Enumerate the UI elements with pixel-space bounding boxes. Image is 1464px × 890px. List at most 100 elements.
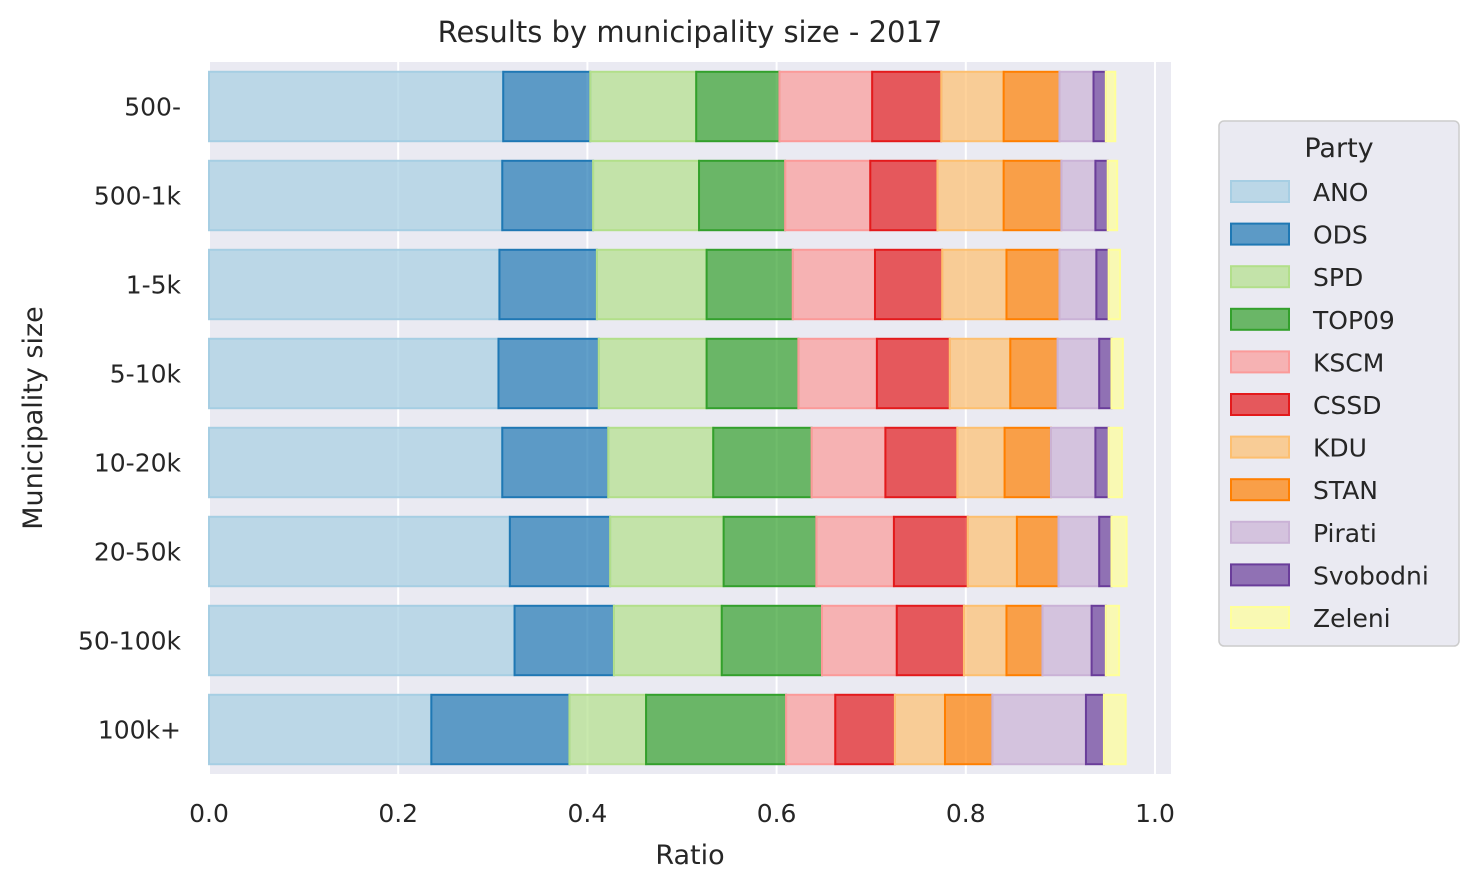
bar-segment-svobodni [1098, 337, 1113, 410]
legend-swatch [1230, 180, 1290, 203]
bar-segment-zeleni [1110, 515, 1128, 588]
bar-segment-stan [1005, 248, 1061, 321]
bar-segment-ods [513, 604, 615, 677]
bar-segment-ods [430, 693, 571, 766]
bar-segment-top09 [698, 159, 787, 232]
bar-segment-kdu [893, 693, 946, 766]
bar-segment-ano [208, 515, 511, 588]
bar-segment-cssd [871, 70, 943, 143]
bar-segment-pirati [1058, 70, 1095, 143]
bar-segment-ods [501, 426, 610, 499]
legend-swatch [1230, 222, 1290, 246]
y-tick-label: 1-5k [126, 271, 182, 300]
bar-segment-kscm [784, 159, 872, 232]
legend-swatch [1230, 393, 1290, 416]
bar-segment-ano [208, 426, 504, 499]
bar-segment-spd [609, 515, 725, 588]
bar-segment-cssd [834, 693, 896, 766]
x-tick-label: 1.0 [1135, 799, 1175, 828]
bar-segment-zeleni [1104, 604, 1121, 677]
y-tick-label: 50-100k [78, 627, 182, 656]
y-tick-labels: 500- 500-1k 1-5k 5-10k 10-20k 20-50k 50-100k 10… [78, 93, 182, 745]
y-tick-label: 100k+ [98, 716, 181, 745]
bar-segment-ods [508, 515, 612, 588]
bar-segment-zeleni [1110, 337, 1124, 410]
bar-segment-pirati [1057, 515, 1101, 588]
bar-segment-ano [208, 248, 501, 321]
bar-segment-ano [208, 604, 516, 677]
legend-swatch [1230, 265, 1290, 289]
bar-segment-spd [612, 604, 723, 677]
bar-segment-stan [943, 693, 994, 766]
legend-label: STAN [1313, 476, 1378, 505]
bar-segment-kdu [956, 426, 1006, 499]
legend-label: KDU [1313, 434, 1367, 463]
bar-segment-zeleni [1104, 70, 1117, 143]
legend-label: SPD [1313, 263, 1363, 292]
legend: Party ANO ODS SPD TOP09 KSCM CSSD KDU STAN Pirat… [1218, 120, 1460, 647]
bar-segment-top09 [720, 604, 824, 677]
x-axis-label: Ratio [655, 840, 724, 871]
chart-title: Results by municipality size - 2017 [438, 15, 943, 49]
y-tick-label: 5-10k [110, 360, 182, 389]
legend-swatch [1230, 520, 1290, 544]
bar-segment-zeleni [1106, 159, 1119, 232]
bar-segment-top09 [722, 515, 818, 588]
y-tick-label: 20-50k [94, 538, 182, 567]
bar-segment-kscm [785, 693, 837, 766]
bar-segment-svobodni [1095, 248, 1110, 321]
x-tick-label: 0.4 [568, 799, 608, 828]
y-tick-label: 500- [124, 93, 181, 122]
bar-segment-spd [592, 159, 701, 232]
y-axis-label: Municipality size [18, 306, 49, 530]
bars [208, 70, 1128, 766]
bar-segment-svobodni [1094, 159, 1109, 232]
bar-segment-ods [501, 159, 595, 232]
legend-swatch [1230, 563, 1290, 587]
x-tick-label: 0.2 [378, 799, 418, 828]
x-tick-label: 0.0 [189, 799, 229, 828]
bar-segment-kscm [778, 70, 874, 143]
bar-segment-ano [208, 70, 505, 143]
legend-swatch [1230, 350, 1290, 374]
bar-segment-kdu [940, 70, 1005, 143]
legend-swatch [1230, 307, 1290, 331]
legend-swatch [1230, 606, 1290, 629]
bar-segment-spd [597, 337, 708, 410]
bar-segment-stan [1003, 426, 1052, 499]
bar-segment-cssd [873, 248, 944, 321]
bar-segment-top09 [705, 337, 800, 410]
bar-segment-pirati [1049, 426, 1097, 499]
bar-segment-kdu [936, 159, 1005, 232]
bar-segment-top09 [695, 70, 781, 143]
bar-segment-svobodni [1098, 515, 1113, 588]
bar-segment-pirati [1056, 337, 1101, 410]
bar-segment-spd [595, 248, 708, 321]
legend-label: ODS [1313, 221, 1368, 250]
bar-segment-cssd [869, 159, 939, 232]
bar-segment-kscm [810, 426, 887, 499]
bar-segment-kdu [948, 337, 1012, 410]
legend-swatch [1230, 478, 1290, 502]
bar-segment-ano [208, 159, 504, 232]
legend-label: Zeleni [1313, 604, 1391, 633]
legend-title: Party [1304, 133, 1373, 164]
bar-segment-spd [589, 70, 698, 143]
x-tick-label: 0.8 [946, 799, 986, 828]
legend-items: ANO ODS SPD TOP09 KSCM CSSD KDU STAN Pirati Svobo… [1230, 178, 1429, 633]
legend-label: Pirati [1313, 519, 1377, 548]
bar-segment-kscm [821, 604, 898, 677]
bar-segment-pirati [1060, 159, 1097, 232]
bar-segment-stan [1002, 159, 1063, 232]
bar-segment-kdu [966, 515, 1018, 588]
bar-segment-kdu [941, 248, 1008, 321]
y-tick-label: 10-20k [94, 449, 182, 478]
bar-segment-svobodni [1094, 426, 1110, 499]
bar-segment-pirati [991, 693, 1087, 766]
bar-segment-ods [498, 248, 598, 321]
bar-segment-svobodni [1090, 604, 1107, 677]
bar-segment-cssd [895, 604, 965, 677]
bar-segment-cssd [884, 426, 959, 499]
bar-segment-svobodni [1084, 693, 1105, 766]
